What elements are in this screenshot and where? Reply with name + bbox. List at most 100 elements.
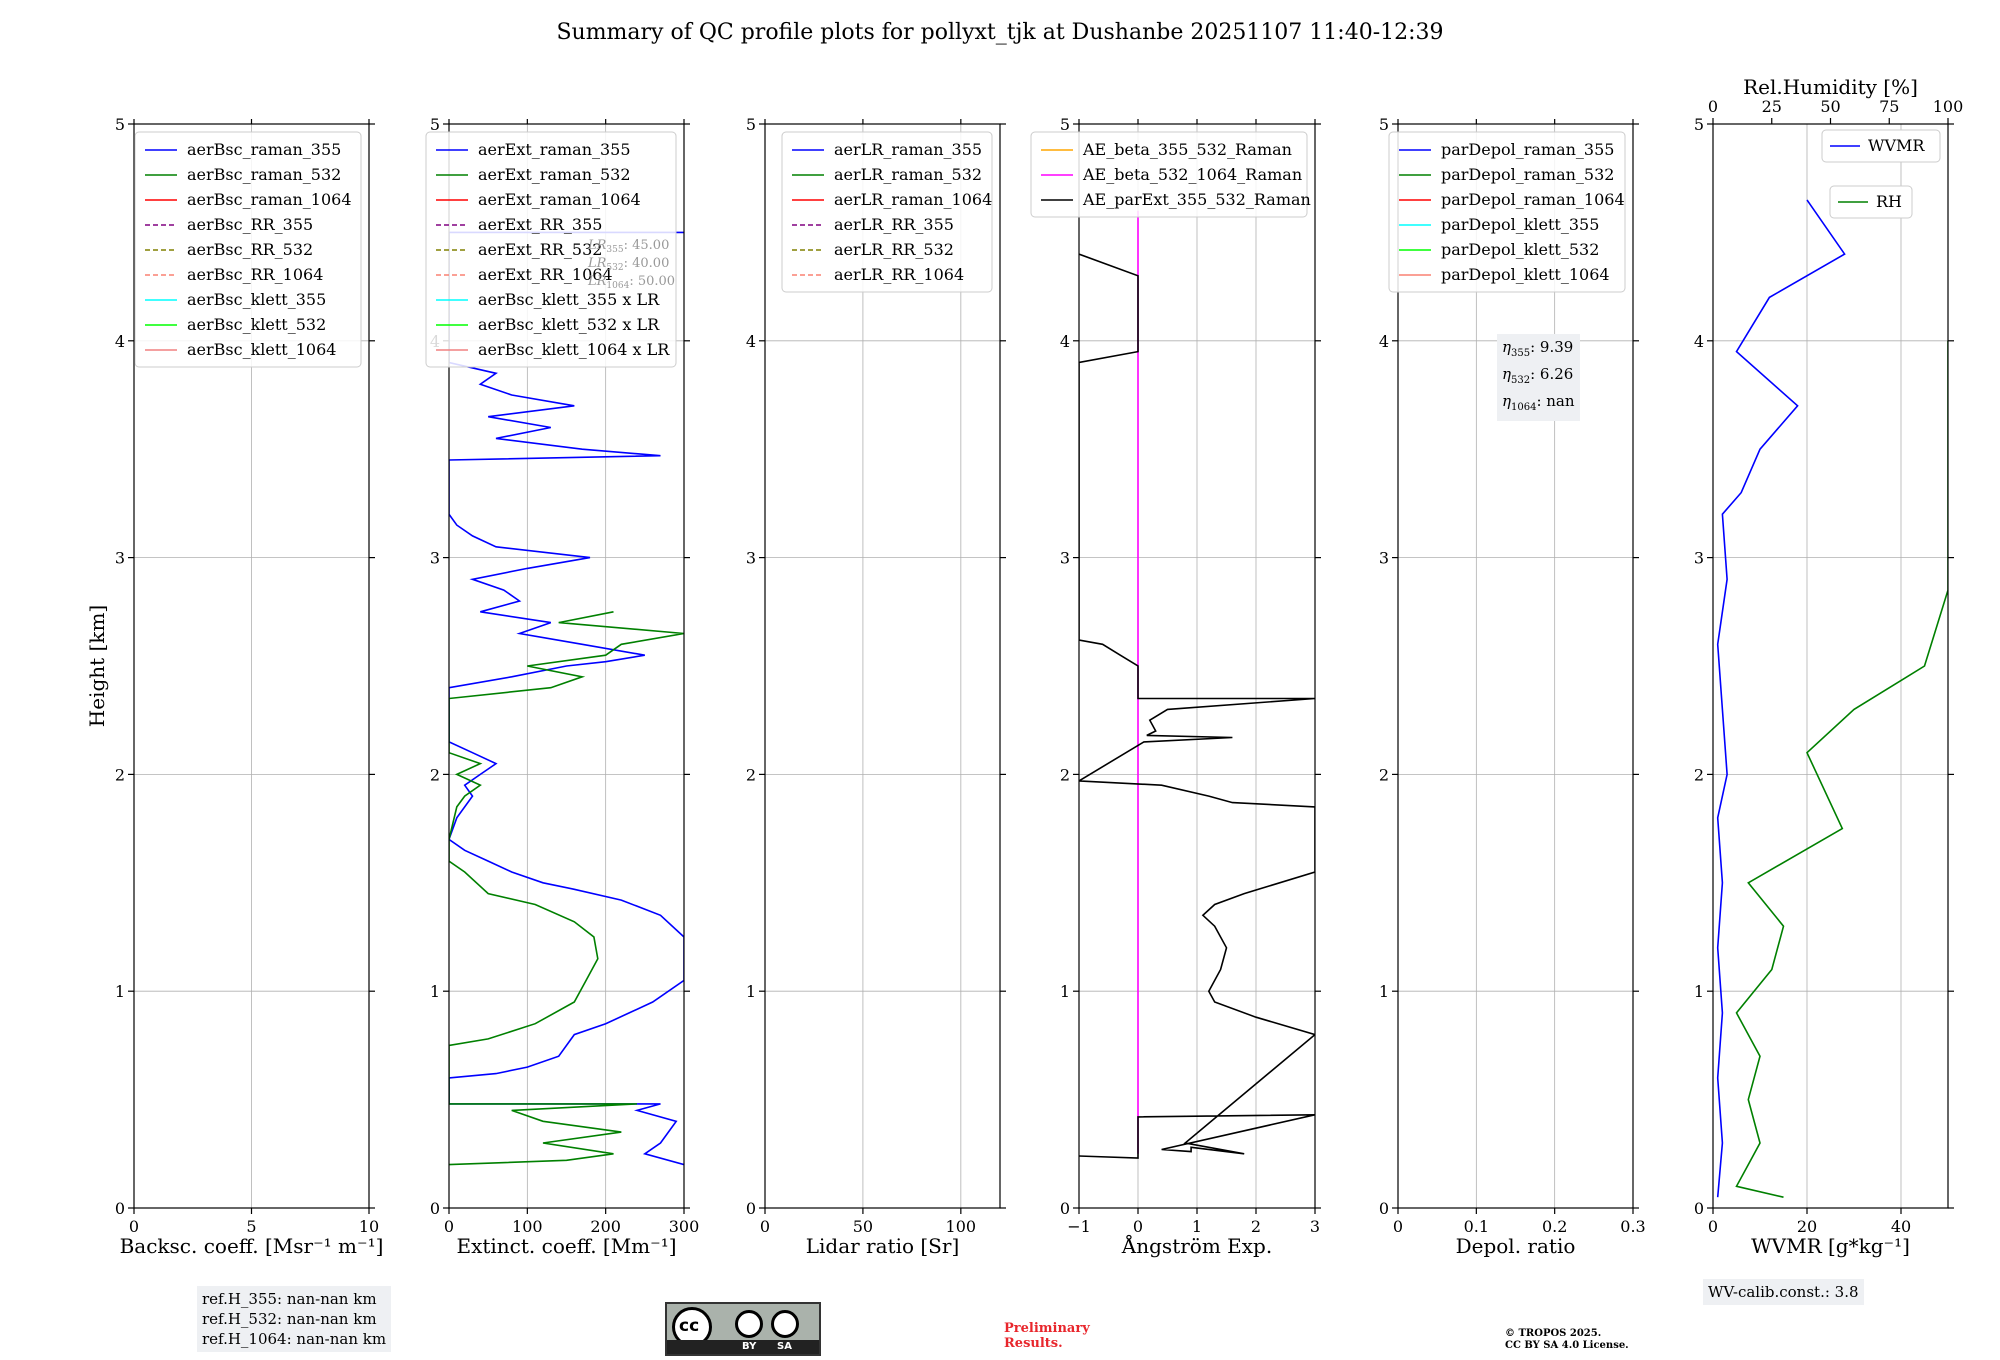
series-line-AE_parExt_355_532_Raman — [1079, 253, 1315, 1159]
cc-license-badge: cc BY SA — [665, 1302, 821, 1356]
legend-label: parDepol_raman_532 — [1441, 165, 1614, 184]
y-tick-label: 3 — [430, 549, 440, 568]
x-top-tick-label: 100 — [1933, 97, 1964, 116]
x-tick-label: 0.2 — [1542, 1217, 1567, 1236]
legend-label: AE_parExt_355_532_Raman — [1082, 190, 1311, 209]
x-tick-label: 0 — [1708, 1217, 1718, 1236]
lr-sub: 355 — [606, 245, 623, 255]
x-tick-label: 10 — [359, 1217, 379, 1236]
by-person-icon — [735, 1310, 763, 1338]
legend-label: AE_beta_355_532_Raman — [1082, 140, 1292, 159]
wv-calib-box: WV-calib.const.: 3.8 — [1703, 1279, 1864, 1305]
legend-label: aerExt_RR_532 — [478, 240, 602, 259]
legend-box-rh — [1829, 185, 1913, 219]
eta-532: η532: 6.26 — [1502, 365, 1574, 386]
legend-label: aerBsc_klett_1064 — [187, 340, 336, 359]
legend-label: aerLR_RR_355 — [834, 215, 954, 234]
y-tick-label: 4 — [1694, 332, 1704, 351]
x-top-tick-label: 75 — [1879, 97, 1899, 116]
y-tick-label: 1 — [1694, 982, 1704, 1001]
legend: aerExt_raman_355 aerExt_raman_532 aerExt_r… — [425, 131, 677, 368]
legend-label: parDepol_klett_532 — [1441, 240, 1599, 259]
legend-box — [425, 131, 677, 368]
y-tick-label: 1 — [1060, 982, 1070, 1001]
y-tick-label: 2 — [1379, 765, 1389, 784]
legend-label: aerBsc_klett_1064 x LR — [478, 340, 670, 359]
lr-sub: 1064 — [606, 281, 629, 291]
y-tick-label: 2 — [430, 765, 440, 784]
y-tick-label: 1 — [115, 982, 125, 1001]
x-tick-label: 50 — [853, 1217, 873, 1236]
legend-label: aerExt_RR_355 — [478, 215, 602, 234]
series-line-aerExt_raman_532 — [449, 611, 684, 1166]
eta-355: η355: 9.39 — [1502, 338, 1574, 359]
x-tick-label: 0 — [1393, 1217, 1403, 1236]
panel-6: 0 20 40 0 1 2 3 4 5 WVMR [g*kg⁻¹] 0 25 50 75 100 Rel.Hu… — [1694, 75, 1963, 1258]
x-tick-label: 100 — [946, 1217, 977, 1236]
y-tick-label: 3 — [1060, 549, 1070, 568]
x-top-tick-label: 50 — [1820, 97, 1840, 116]
x-tick-label: 2 — [1251, 1217, 1261, 1236]
y-tick-label: 4 — [115, 332, 125, 351]
series-line-aerExt_raman_355 — [449, 231, 684, 1166]
lr-val: : 40.00 — [624, 256, 670, 271]
legend-label: aerBsc_raman_1064 — [187, 190, 352, 209]
lr-value: LR355: 45.00 — [587, 238, 669, 255]
x-tick-label: 0.3 — [1620, 1217, 1645, 1236]
ref-height-355: ref.H_355: nan-nan km — [202, 1290, 377, 1308]
y-tick-label: 0 — [115, 1199, 125, 1218]
x-tick-label: 200 — [590, 1217, 621, 1236]
x-tick-label: 40 — [1891, 1217, 1911, 1236]
legend-label: aerBsc_klett_355 x LR — [478, 290, 660, 309]
legend-label: aerBsc_raman_355 — [187, 140, 341, 159]
legend-label: aerLR_raman_355 — [834, 140, 982, 159]
panel-3: 0 50 100 0 1 2 3 4 5 Lidar ratio [Sr] aerLR_raman_… — [746, 115, 1006, 1258]
ref-height-532: ref.H_532: nan-nan km — [202, 1310, 377, 1328]
x-axis-label: WVMR [g*kg⁻¹] — [1751, 1234, 1910, 1258]
lr-sub: 532 — [606, 263, 623, 273]
x-tick-label: 0 — [760, 1217, 770, 1236]
x-tick-label: −1 — [1067, 1217, 1091, 1236]
cc-logo-text: cc — [679, 1316, 700, 1336]
y-tick-label: 2 — [746, 765, 756, 784]
lr-value: LR532: 40.00 — [587, 256, 669, 273]
eta-1064: η1064: nan — [1502, 392, 1575, 413]
legend-label: aerExt_RR_1064 — [478, 265, 613, 284]
legend: AE_beta_355_532_Raman AE_beta_532_1064_Ra… — [1030, 131, 1311, 218]
panel-5: 0 0.1 0.2 0.3 0 1 2 3 4 5 Depol. ratio parDepol_ram… — [1379, 115, 1646, 1258]
y-tick-label: 5 — [1379, 115, 1389, 134]
legend-label: aerLR_RR_1064 — [834, 265, 964, 284]
ref-height-box: ref.H_355: nan-nan km ref.H_532: nan-nan… — [197, 1286, 392, 1352]
legend: aerLR_raman_355 aerLR_raman_532 aerLR_rama… — [781, 131, 993, 293]
lr-val: : 45.00 — [624, 238, 670, 253]
legend-label: aerBsc_klett_532 x LR — [478, 315, 660, 334]
legend-label: parDepol_klett_355 — [1441, 215, 1599, 234]
x-top-tick-label: 25 — [1762, 97, 1782, 116]
y-tick-label: 5 — [1694, 115, 1704, 134]
legend-label: aerExt_raman_1064 — [478, 190, 641, 209]
panel-2: 0100200300012345Extinct. coeff. [Mm⁻¹]ae… — [425, 115, 700, 1258]
y-tick-label: 2 — [115, 765, 125, 784]
x-tick-label: 300 — [669, 1217, 700, 1236]
series-line-RH — [1735, 340, 1948, 1198]
y-tick-label: 2 — [1060, 765, 1070, 784]
legend: WVMR RH — [1821, 129, 1941, 219]
x-tick-label: 1 — [1192, 1217, 1202, 1236]
legend-label: aerBsc_RR_532 — [187, 240, 313, 259]
y-tick-label: 2 — [1694, 765, 1704, 784]
y-tick-label: 5 — [746, 115, 756, 134]
axes-frame — [1397, 123, 1634, 1209]
lr-value: LR1064: 50.00 — [587, 274, 675, 291]
x-tick-label: 0 — [444, 1217, 454, 1236]
y-tick-label: 5 — [1060, 115, 1070, 134]
legend-box — [134, 131, 362, 368]
y-tick-label: 1 — [1379, 982, 1389, 1001]
legend-label: WVMR — [1868, 136, 1925, 155]
preliminary-results-note: Preliminary Results. — [1004, 1321, 1090, 1351]
lr-val: : 50.00 — [629, 274, 675, 289]
legend-label: parDepol_klett_1064 — [1441, 265, 1610, 284]
lr-symbol: LR — [587, 238, 607, 253]
legend-box-wvmr — [1821, 129, 1941, 163]
axes-frame — [764, 123, 1001, 1209]
